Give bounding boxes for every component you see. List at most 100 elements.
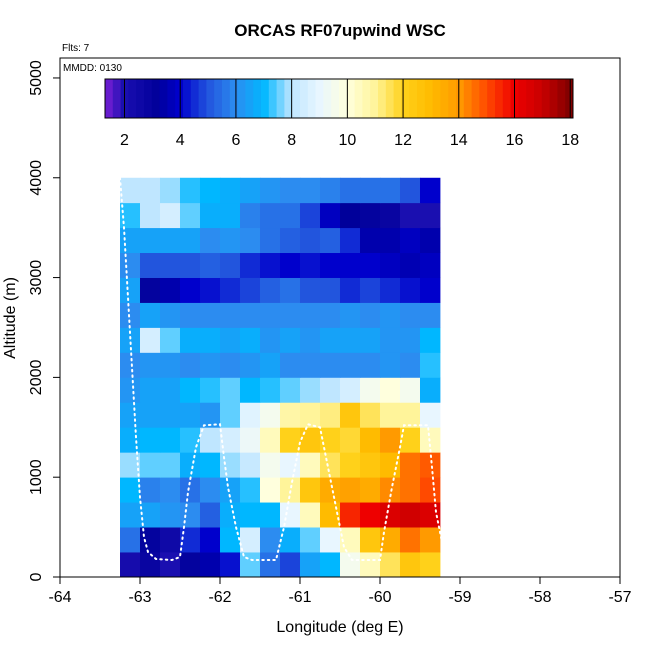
heatmap-cell	[360, 402, 381, 428]
heatmap-cell	[420, 527, 441, 553]
heatmap-cell	[300, 377, 321, 403]
colorbar-swatch	[183, 79, 192, 118]
heatmap-cell	[340, 277, 361, 303]
colorbar-swatch	[175, 79, 184, 118]
heatmap-cell	[140, 552, 161, 578]
colorbar-swatch	[495, 79, 504, 118]
heatmap-cell	[180, 452, 201, 478]
heatmap-cell	[180, 177, 201, 204]
heatmap-cell	[280, 452, 301, 478]
heatmap-cell	[240, 252, 261, 278]
heatmap-cell	[220, 202, 241, 229]
heatmap-cell	[180, 302, 201, 328]
heatmap-cell	[400, 352, 421, 378]
colorbar-tick-label: 16	[506, 132, 524, 149]
heatmap-cell	[220, 452, 241, 478]
heatmap-cell	[280, 477, 301, 503]
plot-frame	[59, 57, 621, 578]
heatmap-cell	[280, 427, 301, 453]
heatmap-cell	[160, 377, 181, 403]
heatmap-cell	[320, 477, 341, 503]
heatmap-cell	[140, 402, 161, 428]
heatmap-cell	[160, 227, 181, 254]
heatmap-cell	[320, 527, 341, 553]
colorbar-swatch	[339, 79, 348, 118]
heatmap-cell	[240, 427, 261, 453]
y-tick-label: 1000	[28, 459, 45, 495]
heatmap-cell	[160, 202, 181, 229]
heatmap-cell	[220, 227, 241, 254]
x-tick-label: -63	[128, 589, 151, 606]
colorbar-ticks: 2 4 6 8 10 12 14 16 18	[120, 79, 579, 149]
y-tick-label: 3000	[28, 260, 45, 296]
colorbar-tick-label: 10	[338, 132, 356, 149]
heatmap-cell	[120, 177, 141, 204]
colorbar-swatch	[549, 79, 558, 118]
x-tick-label: -60	[368, 589, 391, 606]
heatmap-cell	[320, 252, 341, 278]
heatmap-cell	[340, 552, 361, 578]
colorbar-swatch	[190, 79, 200, 118]
heatmap-cell	[200, 252, 221, 278]
heatmap-cell	[180, 352, 201, 378]
heatmap-cell	[160, 502, 181, 528]
colorbar-tick-label: 4	[176, 132, 185, 149]
colorbar-swatch	[214, 79, 223, 118]
heatmap-cell	[300, 402, 321, 428]
heatmap-cell	[320, 427, 341, 453]
heatmap-cells	[120, 177, 441, 578]
heatmap-cell	[320, 377, 341, 403]
heatmap-cell	[400, 402, 421, 428]
heatmap-cell	[320, 352, 341, 378]
heatmap-cell	[400, 377, 421, 403]
y-tick-label: 5000	[28, 60, 45, 96]
heatmap-cell	[220, 427, 241, 453]
heatmap-cell	[400, 427, 421, 453]
heatmap-cell	[160, 252, 181, 278]
heatmap-cell	[260, 277, 281, 303]
heatmap-cell	[380, 302, 401, 328]
heatmap-cell	[340, 452, 361, 478]
heatmap-cell	[420, 302, 441, 328]
heatmap-cell	[120, 502, 141, 528]
heatmap-cell	[320, 402, 341, 428]
heatmap-cell	[240, 277, 261, 303]
heatmap-cell	[400, 227, 421, 254]
colorbar-tick-label: 12	[394, 132, 412, 149]
heatmap-cell	[160, 177, 181, 204]
heatmap-cell	[140, 352, 161, 378]
heatmap-cell	[420, 452, 441, 478]
heatmap-cell	[260, 252, 281, 278]
flight-track	[119, 176, 501, 562]
colorbar-swatch	[292, 79, 301, 118]
heatmap-cell	[200, 177, 221, 204]
heatmap-cell	[400, 527, 421, 553]
heatmap-cell	[340, 252, 361, 278]
heatmap-cell	[260, 177, 281, 204]
heatmap-cell	[360, 452, 381, 478]
colorbar-swatch	[222, 79, 231, 118]
heatmap-cell	[120, 527, 141, 553]
heatmap-cell	[360, 252, 381, 278]
heatmap-cell	[160, 477, 181, 503]
heatmap-cell	[420, 352, 441, 378]
heatmap-cell	[380, 202, 401, 229]
heatmap-cell	[220, 527, 241, 553]
heatmap-cell	[160, 427, 181, 453]
heatmap-cell	[340, 202, 361, 229]
heatmap-cell	[240, 477, 261, 503]
heatmap-cell	[200, 277, 221, 303]
colorbar-swatch	[253, 79, 262, 118]
heatmap-cell	[420, 377, 441, 403]
colorbar-swatch	[167, 79, 176, 118]
heatmap-cell	[300, 552, 321, 578]
colorbar-tick-label: 18	[561, 132, 579, 149]
heatmap-cell	[280, 302, 301, 328]
heatmap-cell	[360, 277, 381, 303]
heatmap-cell	[360, 477, 381, 503]
heatmap-cell	[320, 327, 341, 353]
heatmap-cell	[300, 452, 321, 478]
heatmap-cell	[300, 302, 321, 328]
x-tick-label: -59	[448, 589, 471, 606]
